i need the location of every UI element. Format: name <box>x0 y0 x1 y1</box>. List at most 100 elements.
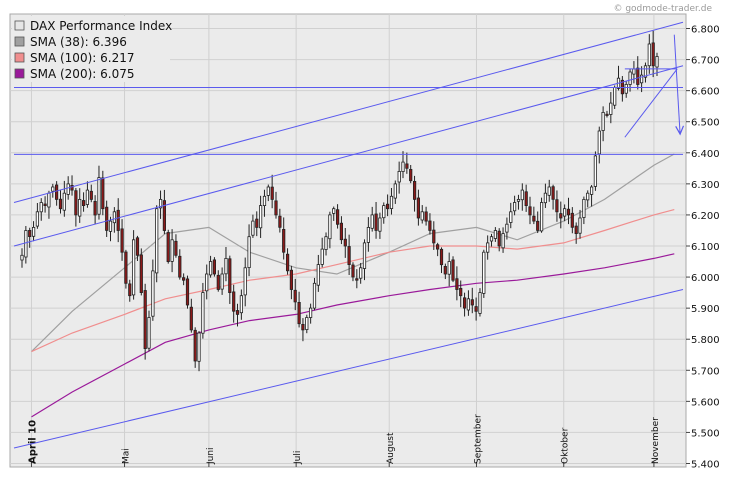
y-tick-label: 5.900 <box>691 304 720 315</box>
candle <box>536 211 540 234</box>
legend-entry: SMA (38): 6.396 <box>30 35 127 49</box>
candle-body <box>559 213 563 219</box>
candle <box>193 327 197 368</box>
candle <box>143 283 147 360</box>
candle <box>289 265 294 300</box>
candle <box>335 204 340 229</box>
x-tick-label: Juni <box>206 447 216 465</box>
candle <box>586 190 590 208</box>
candle-body <box>70 184 74 191</box>
candle <box>324 232 328 256</box>
candle <box>647 34 651 74</box>
candle-body <box>555 199 559 213</box>
candle-body <box>293 289 297 303</box>
candle <box>397 161 401 194</box>
candle <box>174 234 178 258</box>
candle-body <box>105 206 109 231</box>
candle <box>455 266 459 301</box>
candle-body <box>351 264 355 278</box>
candle-body <box>251 220 255 236</box>
candle-body <box>366 226 371 243</box>
candle-body <box>258 205 263 229</box>
candle <box>582 196 586 225</box>
candle <box>370 206 374 232</box>
legend-entry: SMA (200): 6.075 <box>30 67 134 81</box>
candle-body <box>274 200 278 216</box>
candle-body <box>43 203 47 207</box>
candle <box>155 205 159 283</box>
candle-body <box>328 214 332 240</box>
candle <box>551 184 555 210</box>
candle-body <box>151 270 155 317</box>
legend-swatch <box>14 36 25 47</box>
candle <box>20 248 24 268</box>
candle <box>316 254 320 292</box>
candle-body <box>470 299 474 306</box>
candle-body <box>139 254 143 293</box>
candle <box>43 196 47 213</box>
candle <box>247 224 251 277</box>
candle-body <box>509 211 513 223</box>
candle-body <box>455 278 459 290</box>
candle <box>89 184 93 203</box>
candle <box>432 221 436 250</box>
candle <box>478 288 482 317</box>
candle-body <box>135 237 140 256</box>
candle <box>443 263 447 280</box>
candle <box>285 248 290 275</box>
candle <box>116 198 120 243</box>
candle-body <box>85 189 89 205</box>
candle-body <box>482 251 486 294</box>
candle-body <box>243 267 247 296</box>
candle-body <box>170 239 174 262</box>
candle <box>97 165 101 220</box>
candle-body <box>120 228 124 253</box>
candle <box>439 247 444 274</box>
candle <box>613 85 617 110</box>
x-tick-label: August <box>386 432 396 464</box>
candle-body <box>208 261 213 276</box>
candle-body <box>28 229 32 237</box>
candle-body <box>124 251 128 284</box>
candle <box>424 206 428 226</box>
candle-body <box>312 282 317 309</box>
candle <box>470 287 474 314</box>
candle-body <box>405 163 409 169</box>
candle-body <box>235 310 240 315</box>
candle <box>516 194 521 210</box>
candle-body <box>224 257 228 275</box>
candle-body <box>636 67 640 85</box>
x-tick-label: Juli <box>293 451 303 465</box>
candle <box>24 226 28 264</box>
candle-body <box>447 261 451 275</box>
legend-swatch <box>14 52 25 63</box>
candle-body <box>158 198 163 209</box>
candle <box>243 257 247 307</box>
candle <box>355 269 359 289</box>
candle <box>416 189 421 226</box>
candle <box>593 151 598 191</box>
candle <box>643 62 648 83</box>
candle <box>374 201 378 239</box>
candle <box>405 152 409 174</box>
candle <box>135 235 140 261</box>
candle-body <box>347 246 351 266</box>
candle <box>120 219 124 261</box>
candle-body <box>516 198 521 202</box>
candle-body <box>193 329 197 362</box>
candle-body <box>55 184 59 200</box>
candle-body <box>339 222 344 241</box>
candle <box>78 188 82 223</box>
candle-body <box>551 186 555 200</box>
candle <box>435 242 440 257</box>
candle <box>32 221 36 242</box>
candle-body <box>420 211 424 221</box>
candle-body <box>528 206 532 216</box>
candle-body <box>308 307 313 318</box>
arrow-head <box>675 125 685 136</box>
candle-body <box>524 191 528 207</box>
candle <box>347 234 351 275</box>
candle <box>382 202 386 224</box>
candle-body <box>78 198 82 217</box>
candle <box>28 227 32 248</box>
